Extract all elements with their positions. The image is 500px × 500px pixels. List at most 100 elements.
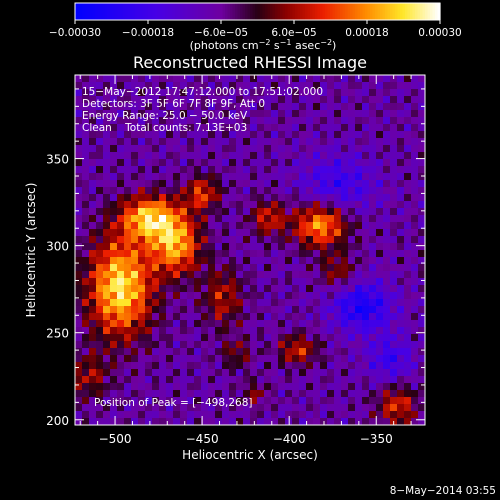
heatmap-cell <box>236 404 244 412</box>
heatmap-cell <box>173 264 181 272</box>
heatmap-cell <box>166 271 174 279</box>
heatmap-cell <box>131 194 139 202</box>
heatmap-cell <box>383 117 391 125</box>
heatmap-cell <box>138 243 146 251</box>
heatmap-cell <box>208 187 216 195</box>
heatmap-cell <box>82 369 90 377</box>
heatmap-cell <box>376 397 384 405</box>
heatmap-cell <box>75 383 83 391</box>
heatmap-cell <box>208 313 216 321</box>
heatmap-cell <box>208 418 216 426</box>
heatmap-cell <box>376 327 384 335</box>
heatmap-cell <box>404 117 412 125</box>
heatmap-cell <box>117 145 125 153</box>
heatmap-cell <box>145 159 153 167</box>
heatmap-cell <box>222 404 230 412</box>
heatmap-cell <box>362 369 370 377</box>
heatmap-cell <box>194 404 202 412</box>
heatmap-cell <box>264 327 272 335</box>
heatmap-cell <box>243 250 251 258</box>
heatmap-cell <box>313 362 321 370</box>
heatmap-cell <box>180 236 188 244</box>
heatmap-cell <box>271 264 279 272</box>
heatmap-cell <box>103 418 111 426</box>
heatmap-cell <box>145 243 153 251</box>
colorbar-swatch <box>237 3 241 20</box>
heatmap-cell <box>201 103 209 111</box>
heatmap-cell <box>194 159 202 167</box>
colorbar-swatch <box>345 3 349 20</box>
heatmap-cell <box>89 236 97 244</box>
heatmap-cell <box>229 166 237 174</box>
heatmap-cell <box>89 327 97 335</box>
heatmap-cell <box>327 264 335 272</box>
heatmap-cell <box>376 404 384 412</box>
heatmap-cell <box>201 145 209 153</box>
heatmap-cell <box>383 306 391 314</box>
heatmap-cell <box>131 110 139 118</box>
heatmap-cell <box>124 299 132 307</box>
heatmap-cell <box>201 208 209 216</box>
heatmap-cell <box>299 404 307 412</box>
heatmap-cell <box>390 411 398 419</box>
heatmap-cell <box>404 110 412 118</box>
heatmap-cell <box>271 82 279 90</box>
heatmap-cell <box>285 320 293 328</box>
heatmap-cell <box>250 110 258 118</box>
heatmap-cell <box>229 250 237 258</box>
heatmap-cell <box>222 397 230 405</box>
heatmap-cell <box>110 131 118 139</box>
colorbar-swatch <box>395 3 399 20</box>
heatmap-cell <box>131 404 139 412</box>
heatmap-cell <box>131 292 139 300</box>
heatmap-cell <box>418 411 426 419</box>
heatmap-cell <box>404 264 412 272</box>
heatmap-cell <box>285 355 293 363</box>
heatmap-cell <box>215 117 223 125</box>
heatmap-cell <box>250 131 258 139</box>
heatmap-cell <box>243 138 251 146</box>
heatmap-cell <box>278 369 286 377</box>
heatmap-cell <box>278 327 286 335</box>
heatmap-cell <box>390 306 398 314</box>
heatmap-cell <box>243 215 251 223</box>
heatmap-cell <box>159 327 167 335</box>
heatmap-cell <box>152 82 160 90</box>
heatmap-cell <box>215 292 223 300</box>
heatmap-cell <box>173 229 181 237</box>
colorbar-swatch <box>110 3 114 20</box>
heatmap-cell <box>334 355 342 363</box>
heatmap-cell <box>348 243 356 251</box>
heatmap-cell <box>180 271 188 279</box>
heatmap-cell <box>313 82 321 90</box>
heatmap-cell <box>271 138 279 146</box>
heatmap-cell <box>320 383 328 391</box>
heatmap-cell <box>411 341 419 349</box>
heatmap-cell <box>278 278 286 286</box>
heatmap-cell <box>355 348 363 356</box>
heatmap-cell <box>117 292 125 300</box>
heatmap-cell <box>187 264 195 272</box>
heatmap-cell <box>257 278 265 286</box>
heatmap-cell <box>103 411 111 419</box>
heatmap-cell <box>257 320 265 328</box>
heatmap-cell <box>397 355 405 363</box>
heatmap-cell <box>397 404 405 412</box>
heatmap-cell <box>418 159 426 167</box>
heatmap-cell <box>103 313 111 321</box>
heatmap-cell <box>250 334 258 342</box>
heatmap-cell <box>369 96 377 104</box>
colorbar-swatch <box>190 3 194 20</box>
heatmap-cell <box>75 89 83 97</box>
heatmap-cell <box>82 222 90 230</box>
heatmap-cell <box>271 383 279 391</box>
heatmap-cell <box>383 110 391 118</box>
heatmap-cell <box>229 271 237 279</box>
heatmap-cell <box>397 187 405 195</box>
heatmap-cell <box>383 75 391 83</box>
heatmap-cell <box>117 397 125 405</box>
heatmap-cell <box>152 341 160 349</box>
heatmap-cell <box>348 124 356 132</box>
heatmap-cell <box>82 89 90 97</box>
heatmap-cell <box>145 222 153 230</box>
